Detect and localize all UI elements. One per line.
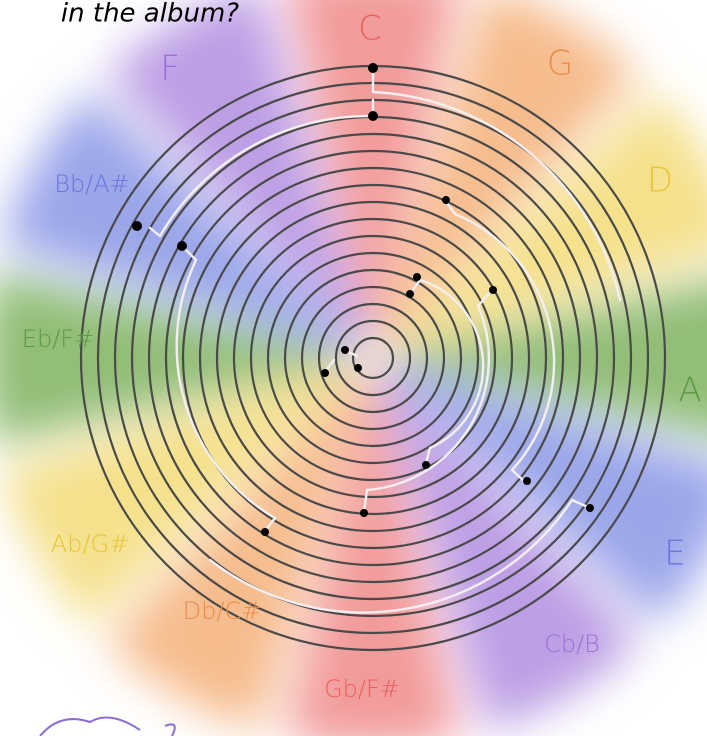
dot xyxy=(586,504,594,512)
header-text: in the album? xyxy=(61,0,239,29)
ring xyxy=(215,200,531,516)
key-label: Cb/B xyxy=(544,630,600,658)
ring xyxy=(181,166,565,550)
dot xyxy=(523,477,531,485)
ring xyxy=(317,302,429,414)
dot xyxy=(406,290,414,298)
ring xyxy=(283,268,463,448)
dot xyxy=(341,346,349,354)
dot xyxy=(360,509,368,517)
key-label: G xyxy=(547,44,573,84)
dot xyxy=(132,221,142,231)
key-label: Ab/G# xyxy=(51,530,129,558)
key-wedge xyxy=(290,0,456,339)
key-wedge xyxy=(387,92,707,353)
ring xyxy=(198,183,548,533)
ring xyxy=(232,217,514,499)
key-label: A xyxy=(678,371,701,411)
dots xyxy=(132,63,594,536)
ring xyxy=(300,285,446,431)
key-label: Gb/F# xyxy=(324,675,400,703)
key-label: C xyxy=(358,9,382,49)
ring xyxy=(249,234,497,482)
ring xyxy=(334,319,412,397)
ring xyxy=(266,251,480,465)
maze-paths xyxy=(148,66,622,614)
dot xyxy=(413,273,421,281)
ring xyxy=(351,336,395,380)
dot xyxy=(368,111,378,121)
key-wedge xyxy=(378,372,639,731)
dot xyxy=(354,364,362,372)
key-label: Db/C# xyxy=(183,597,262,625)
ring xyxy=(147,132,599,584)
key-wedge xyxy=(0,363,359,624)
dot xyxy=(489,286,497,294)
key-labels: C G D A E Cb/B Gb/F# Db/C# Ab/G# Eb/F# Bb/A# F xyxy=(22,9,702,704)
key-label: D xyxy=(647,161,673,201)
dot xyxy=(177,241,187,251)
dot xyxy=(261,528,269,536)
key-wedge xyxy=(107,372,368,731)
key-label: Bb/A# xyxy=(54,170,130,198)
dot xyxy=(422,461,430,469)
dot xyxy=(321,369,329,377)
scribble xyxy=(39,716,176,736)
key-label: F xyxy=(160,49,180,89)
key-wedge xyxy=(0,92,359,353)
ring xyxy=(164,149,582,567)
dot xyxy=(368,63,378,73)
key-label: E xyxy=(664,534,685,574)
dot xyxy=(442,196,450,204)
key-label: Eb/F# xyxy=(22,325,94,353)
